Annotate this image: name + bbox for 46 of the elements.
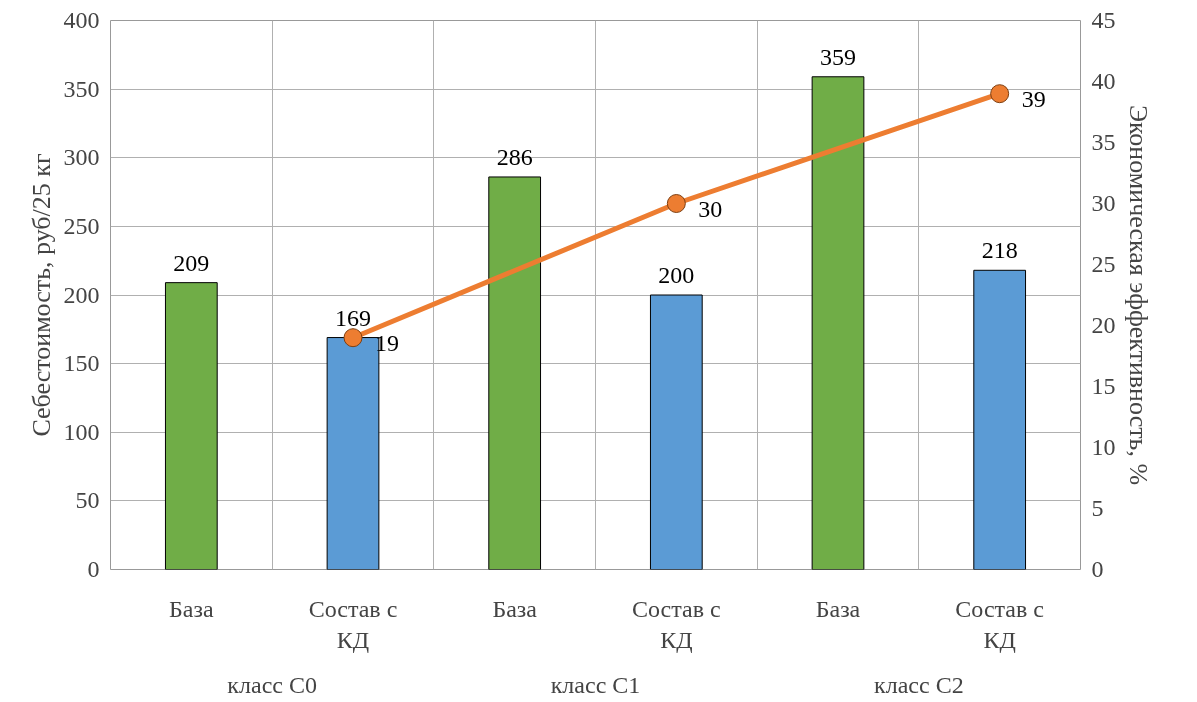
y-tick-label: 150 bbox=[63, 350, 100, 377]
data-label: 218 bbox=[981, 237, 1018, 264]
x-tick-label: База bbox=[169, 595, 214, 622]
data-label: 39 bbox=[1021, 86, 1046, 113]
point bbox=[666, 194, 686, 213]
y-tick-label: 200 bbox=[63, 281, 100, 308]
bar bbox=[649, 294, 703, 570]
y2-tick-label: 30 bbox=[1091, 190, 1116, 216]
y2-tick-label: 25 bbox=[1091, 251, 1116, 277]
data-label: 359 bbox=[820, 43, 856, 70]
y-tick-label: 100 bbox=[63, 418, 100, 445]
y-tick-label: 0 bbox=[87, 556, 100, 582]
y2-tick-label: 10 bbox=[1091, 434, 1116, 460]
y-tick-label: 250 bbox=[63, 212, 100, 239]
data-label: 30 bbox=[698, 196, 723, 222]
x-tick-label: Состав с КД bbox=[955, 595, 1045, 653]
y2-tick-label: 0 bbox=[1091, 556, 1104, 582]
y2-axis-title: Экономическая эффективность, % bbox=[1123, 104, 1153, 486]
point bbox=[990, 84, 1010, 104]
text: класс С0 bbox=[227, 671, 317, 698]
data-label: 200 bbox=[658, 262, 695, 288]
y-tick-label: 400 bbox=[63, 7, 100, 33]
bar bbox=[811, 76, 865, 570]
text: класс С1 bbox=[550, 671, 641, 698]
x-tick-label: Состав с КД bbox=[632, 595, 721, 653]
data-label: 169 bbox=[335, 304, 371, 331]
bar bbox=[488, 176, 542, 570]
y-tick-label: 350 bbox=[63, 75, 100, 102]
point bbox=[343, 328, 363, 348]
y2-tick-label: 35 bbox=[1091, 129, 1116, 155]
y2-tick-label: 15 bbox=[1091, 373, 1116, 399]
y-tick-label: 50 bbox=[75, 487, 100, 514]
data-label: 286 bbox=[496, 143, 533, 170]
y2-tick-label: 45 bbox=[1091, 7, 1116, 33]
y2-tick-label: 40 bbox=[1091, 68, 1116, 94]
data-label: 209 bbox=[173, 249, 210, 276]
y2-tick-label: 20 bbox=[1091, 312, 1116, 338]
y2-tick-label: 5 bbox=[1091, 495, 1104, 521]
x-tick-label: База bbox=[492, 595, 538, 622]
bar bbox=[164, 282, 218, 570]
text: класс С2 bbox=[874, 671, 964, 698]
x-tick-label: База bbox=[815, 595, 861, 622]
x-tick-label: Состав с КД bbox=[308, 595, 398, 653]
y-tick-label: 300 bbox=[63, 144, 100, 171]
y-axis-title: Себестоимость, руб/25 кг bbox=[26, 153, 56, 437]
bar bbox=[973, 269, 1027, 570]
